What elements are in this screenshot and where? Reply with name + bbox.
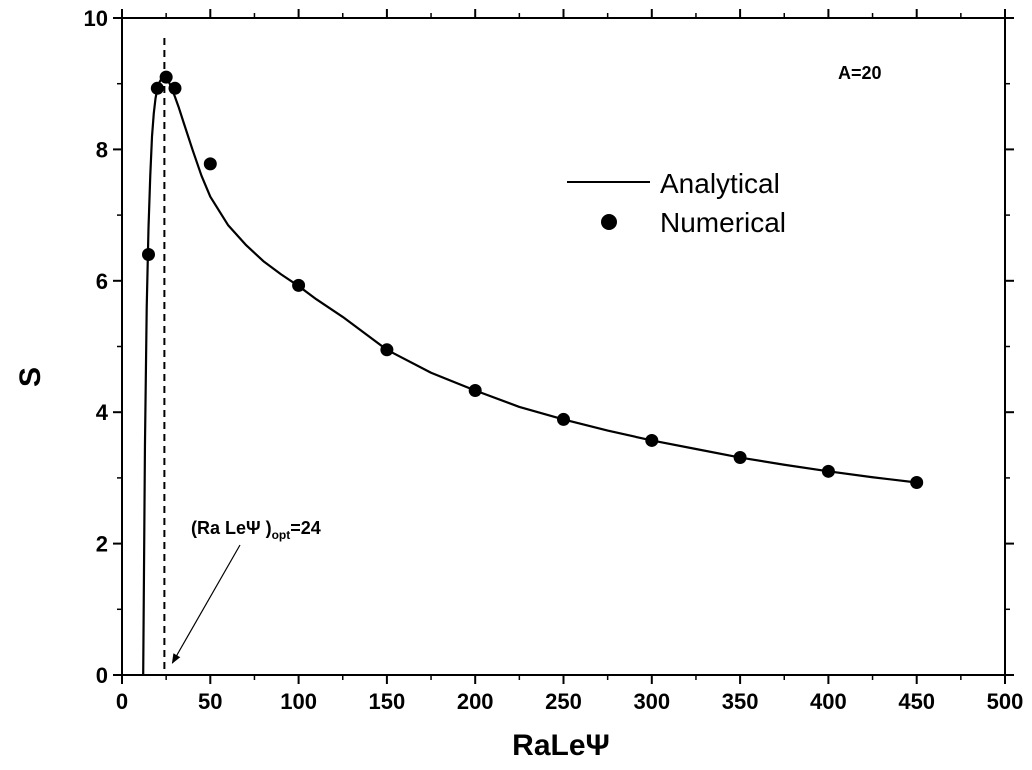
x-tick-label: 50 xyxy=(198,689,222,714)
x-tick-label: 0 xyxy=(116,689,128,714)
annotation-arrow xyxy=(171,544,241,664)
tick-labels-layer: 0 50 100 150 200 250 300 350 400 450 500 0 2 4 6 8 10 xyxy=(84,6,1024,714)
plot-frame xyxy=(121,17,1006,676)
x-tick-label: 400 xyxy=(810,689,847,714)
x-tick-label: 150 xyxy=(369,689,406,714)
data-point-numerical xyxy=(203,157,217,171)
ticks-layer xyxy=(113,9,1014,684)
data-point-numerical xyxy=(733,451,747,465)
data-point-numerical xyxy=(468,384,482,398)
data-point-numerical xyxy=(557,412,570,426)
x-tick-label: 350 xyxy=(722,689,759,714)
plot-frame-layer xyxy=(121,17,1006,676)
annotation-optimum-label: (Ra LeΨ )opt=24 xyxy=(191,518,321,542)
legend: Analytical Numerical xyxy=(567,168,786,238)
legend-label-numerical: Numerical xyxy=(660,207,786,238)
x-tick-label: 100 xyxy=(280,689,317,714)
x-tick-label: 200 xyxy=(457,689,494,714)
x-axis-title: RaLeΨ xyxy=(512,729,610,762)
data-point-numerical xyxy=(168,81,182,95)
annotation-layer: (Ra LeΨ )opt=24 xyxy=(171,518,321,664)
data-point-numerical xyxy=(159,70,173,84)
data-point-numerical xyxy=(645,433,659,447)
annotation-aspect-ratio: A=20 xyxy=(838,63,882,83)
data-point-numerical xyxy=(150,81,164,95)
x-tick-label: 300 xyxy=(633,689,670,714)
legend-marker-swatch xyxy=(601,214,617,230)
y-tick-label: 6 xyxy=(96,269,108,294)
y-tick-label: 0 xyxy=(96,663,108,688)
y-tick-label: 4 xyxy=(96,400,109,425)
x-tick-label: 450 xyxy=(898,689,935,714)
legend-label-analytical: Analytical xyxy=(660,168,780,199)
data-point-numerical xyxy=(380,343,394,357)
x-tick-label: 250 xyxy=(545,689,582,714)
data-point-numerical xyxy=(292,278,306,292)
data-point-numerical xyxy=(821,464,835,478)
series-line-analytical xyxy=(142,76,917,676)
data-point-numerical xyxy=(141,248,155,262)
y-axis-title: S xyxy=(14,367,47,387)
x-tick-label: 500 xyxy=(987,689,1024,714)
y-tick-label: 10 xyxy=(84,6,108,31)
y-tick-label: 2 xyxy=(96,532,108,557)
series-layer xyxy=(141,70,924,676)
data-point-numerical xyxy=(910,475,924,489)
y-tick-label: 8 xyxy=(96,137,108,162)
